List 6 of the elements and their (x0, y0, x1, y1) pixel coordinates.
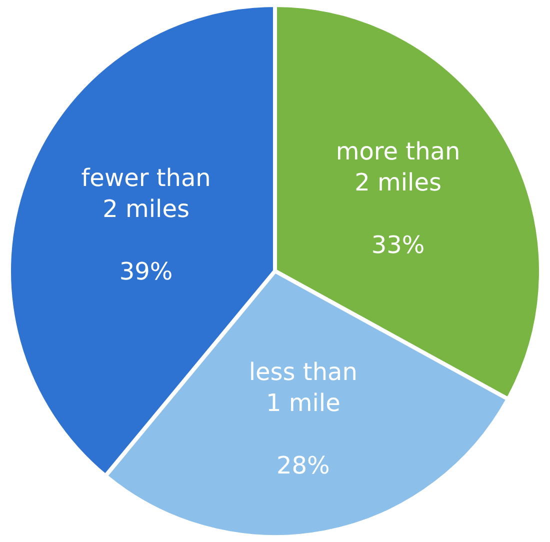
data-label: 39% (119, 257, 173, 286)
data-label: 33% (371, 231, 425, 260)
slice-label: fewer than 2 miles (81, 164, 211, 223)
slice-label: more than 2 miles (336, 137, 460, 197)
data-label: 28% (276, 451, 330, 480)
slice-label: less than 1 mile (248, 358, 358, 417)
